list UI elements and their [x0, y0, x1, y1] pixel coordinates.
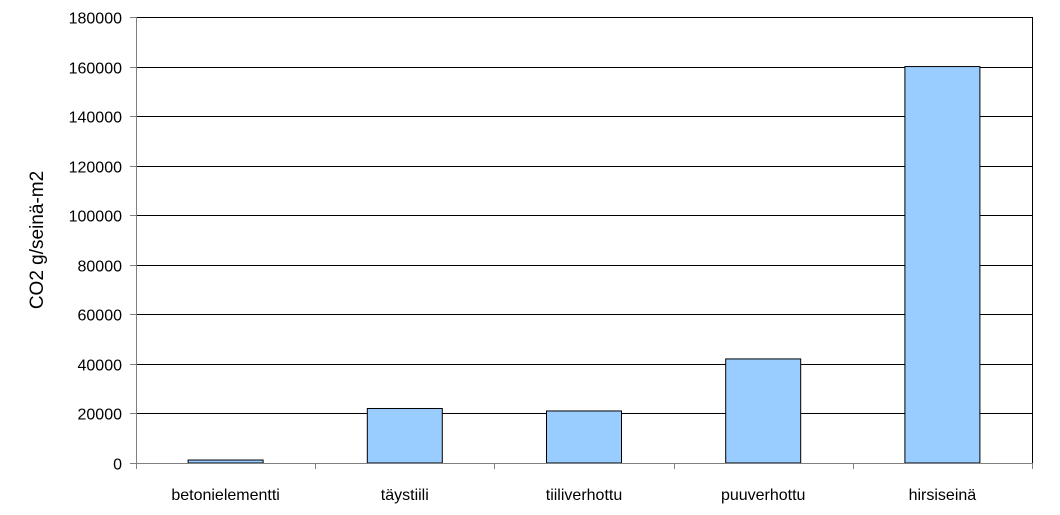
x-tick-label: hirsiseinä: [909, 487, 977, 504]
bar-täystiili: [366, 407, 443, 464]
x-tick-label: puuverhottu: [721, 487, 806, 504]
bar-tiiliverhottu: [546, 410, 622, 464]
grid-lines: [136, 17, 1033, 463]
y-tick-label: 100000: [69, 209, 122, 226]
axes: [130, 17, 1033, 469]
y-tick-label: 140000: [69, 110, 122, 127]
y-tick-label: 160000: [69, 61, 122, 78]
bar-hirsiseinä: [904, 66, 981, 464]
y-tick-label: 180000: [69, 11, 122, 28]
bars: [187, 66, 981, 464]
x-tick-label: tiiliverhottu: [546, 487, 622, 504]
x-tick-labels: betonielementti täystiili tiiliverhottu puu…: [171, 487, 976, 504]
x-tick-label: täystiili: [381, 487, 429, 504]
y-tick-label: 60000: [78, 308, 123, 325]
y-tick-label: 0: [113, 457, 122, 474]
y-tick-labels: 0 20000 40000 60000 80000 100000 120000 140000 1…: [69, 11, 122, 474]
x-tick-label: betonielementti: [171, 487, 280, 504]
y-tick-label: 40000: [78, 358, 123, 375]
bar-betonielementti: [187, 459, 264, 464]
y-axis-label: CO2 g/seinä-m2: [27, 171, 48, 309]
y-tick-label: 80000: [78, 259, 123, 276]
bar-puuverhottu: [725, 358, 802, 464]
y-tick-label: 20000: [78, 407, 123, 424]
y-tick-label: 120000: [69, 160, 122, 177]
